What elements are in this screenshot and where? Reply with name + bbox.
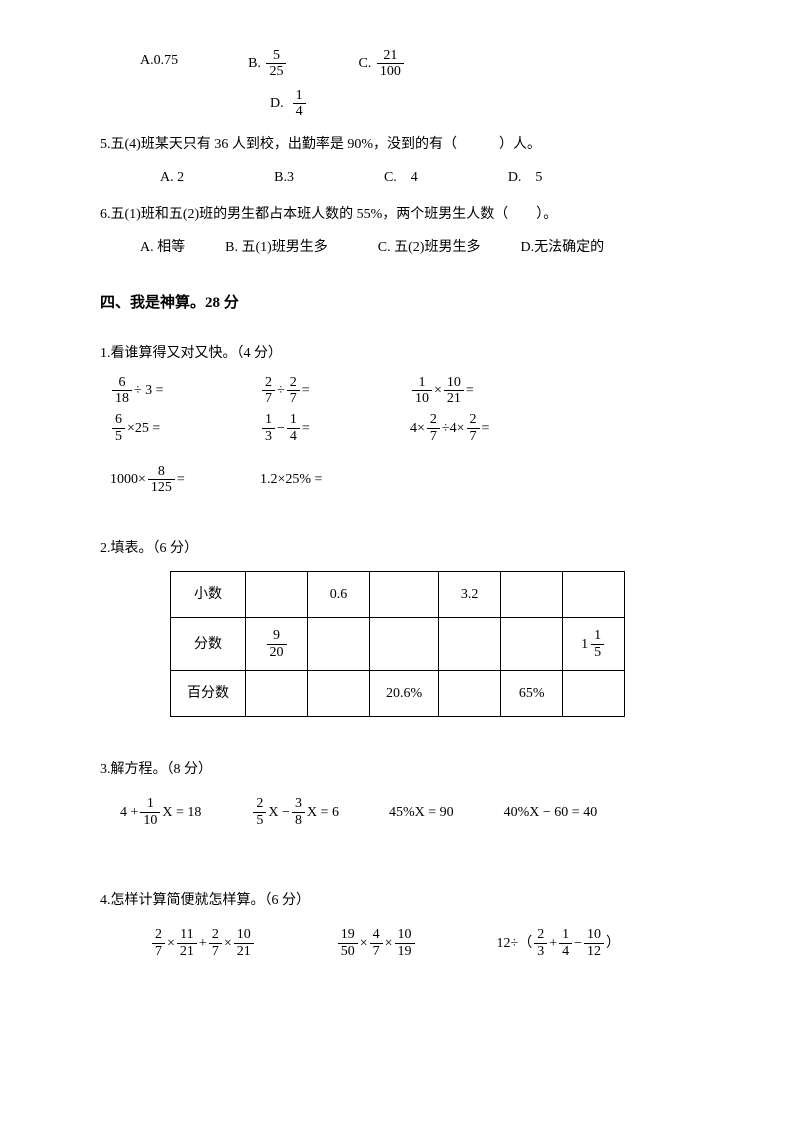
cell: 0.6	[308, 572, 370, 618]
p1-row1: 618 ÷ 3 = 27 ÷ 27 = 110 × 1021 =	[110, 375, 713, 407]
cell: 3.2	[439, 572, 501, 618]
p1-c2: 27 ÷ 27 =	[260, 375, 410, 407]
q5-choices: A. 2 B.3 C. 4 D. 5	[160, 165, 713, 190]
cell	[308, 618, 370, 671]
p1-c3: 110 × 1021 =	[410, 375, 560, 407]
p4-s3: 12÷（ 23 + 14 − 1012 ）	[497, 927, 621, 959]
q4-opt-c: C. 21100	[358, 48, 405, 80]
table-row: 分数 920 115	[171, 618, 625, 671]
q4-c-frac: 21100	[377, 48, 404, 80]
p1-c4: 65 ×25 =	[110, 412, 260, 444]
q4-d-frac: 14	[293, 88, 306, 120]
row-label: 分数	[171, 618, 246, 671]
cell	[439, 671, 501, 717]
table-row: 百分数 20.6% 65%	[171, 671, 625, 717]
p4-s2: 1950 × 47 × 1019	[336, 927, 417, 959]
p3-e2: 25 X − 38 X = 6	[251, 796, 339, 828]
p3-equations: 4 + 110 X = 18 25 X − 38 X = 6 45%X = 90…	[120, 796, 713, 828]
q5-text: 5.五(4)班某天只有 36 人到校，出勤率是 90%，没到的有（ ）人。	[100, 132, 713, 157]
q5-opt-b: B.3	[274, 165, 294, 190]
q4-b-label: B.	[248, 51, 261, 76]
q6-opt-b: B. 五(1)班男生多	[225, 235, 328, 260]
p1-c7: 1000× 8125 =	[110, 464, 260, 496]
cell	[370, 618, 439, 671]
p1-c1: 618 ÷ 3 =	[110, 375, 260, 407]
row-label: 百分数	[171, 671, 246, 717]
cell: 920	[246, 618, 308, 671]
q6-opt-a: A. 相等	[140, 235, 185, 260]
p1-c6: 4× 27 ÷4× 27 =	[410, 412, 560, 444]
cell: 20.6%	[370, 671, 439, 717]
cell	[563, 671, 625, 717]
q6-text: 6.五(1)班和五(2)班的男生都占本班人数的 55%，两个班男生人数（ ）。	[100, 202, 713, 227]
p1-row2: 65 ×25 = 13 − 14 = 4× 27 ÷4× 27 =	[110, 412, 713, 444]
q5-opt-a: A. 2	[160, 165, 184, 190]
p2-table: 小数 0.6 3.2 分数 920 115 百分数 20.6% 65%	[170, 571, 625, 717]
cell	[563, 572, 625, 618]
cell	[246, 671, 308, 717]
q4-opt-a: A.0.75	[140, 48, 178, 80]
p3-e4: 40%X − 60 = 40	[504, 796, 598, 828]
q5-opt-c: C. 4	[384, 165, 418, 190]
cell	[439, 618, 501, 671]
p4-heading: 4.怎样计算简便就怎样算。（6 分）	[100, 888, 713, 913]
cell	[501, 618, 563, 671]
q4-d-label: D.	[270, 91, 284, 116]
p1-row3: 1000× 8125 = 1.2×25% =	[110, 464, 713, 496]
p1-c8: 1.2×25% =	[260, 464, 410, 496]
q4-choice-d: D. 14	[270, 88, 713, 120]
q4-c-label: C.	[358, 51, 371, 76]
p1-heading: 1.看谁算得又对又快。（4 分）	[100, 341, 713, 366]
section4-title: 四、我是神算。28 分	[100, 290, 713, 317]
cell: 115	[563, 618, 625, 671]
cell	[370, 572, 439, 618]
cell: 65%	[501, 671, 563, 717]
p4-s1: 27 × 1121 + 27 × 1021	[150, 927, 256, 959]
q4-b-frac: 525	[266, 48, 286, 80]
p3-heading: 3.解方程。（8 分）	[100, 757, 713, 782]
p4-row: 27 × 1121 + 27 × 1021 1950 × 47 × 1019 1…	[150, 927, 713, 959]
cell	[308, 671, 370, 717]
p2-heading: 2.填表。（6 分）	[100, 536, 713, 561]
q4-choices-abc: A.0.75 B. 525 C. 21100	[140, 48, 713, 80]
q6-choices: A. 相等 B. 五(1)班男生多 C. 五(2)班男生多 D.无法确定的	[140, 235, 713, 260]
row-label: 小数	[171, 572, 246, 618]
q6-opt-d: D.无法确定的	[520, 235, 604, 260]
cell	[501, 572, 563, 618]
cell	[246, 572, 308, 618]
p1-c5: 13 − 14 =	[260, 412, 410, 444]
q4-opt-b: B. 525	[248, 48, 288, 80]
table-row: 小数 0.6 3.2	[171, 572, 625, 618]
q6-opt-c: C. 五(2)班男生多	[378, 235, 481, 260]
q5-opt-d: D. 5	[508, 165, 543, 190]
p3-e1: 4 + 110 X = 18	[120, 796, 201, 828]
p3-e3: 45%X = 90	[389, 796, 454, 828]
